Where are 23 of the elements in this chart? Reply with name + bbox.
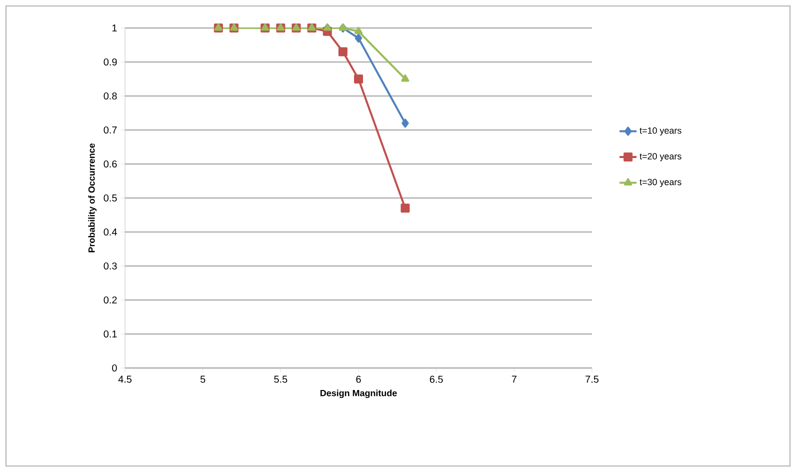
y-tick-label: 0 — [112, 364, 117, 372]
y-tick-label: 0.8 — [104, 92, 117, 100]
legend-label: t=20 years — [640, 153, 682, 162]
y-tick-label: 0.4 — [104, 228, 117, 236]
x-tick-label: 7.5 — [586, 376, 599, 383]
x-axis-title: Design Magnitude — [320, 390, 397, 398]
y-tick-label: 0.6 — [104, 160, 117, 168]
x-tick-label: 6 — [356, 376, 361, 383]
y-tick-label: 0.9 — [104, 58, 117, 66]
x-tick-label: 5.5 — [274, 376, 288, 383]
y-tick-label: 0.7 — [104, 126, 117, 134]
legend-label: t=10 years — [640, 127, 682, 136]
y-tick-label: 0.1 — [104, 330, 117, 338]
x-tick-label: 7 — [512, 376, 516, 383]
y-tick-label: 0.2 — [104, 296, 117, 304]
x-tick-label: 5 — [200, 376, 206, 383]
y-tick-label: 1 — [112, 24, 117, 32]
legend-label: t=30 years — [640, 178, 682, 187]
y-tick-label: 0.3 — [104, 262, 117, 270]
y-axis-title: Probability of Occurrence — [88, 143, 97, 252]
x-tick-label: 4.5 — [118, 376, 132, 383]
y-tick-label: 0.5 — [104, 194, 117, 202]
x-tick-label: 6.5 — [430, 376, 443, 383]
